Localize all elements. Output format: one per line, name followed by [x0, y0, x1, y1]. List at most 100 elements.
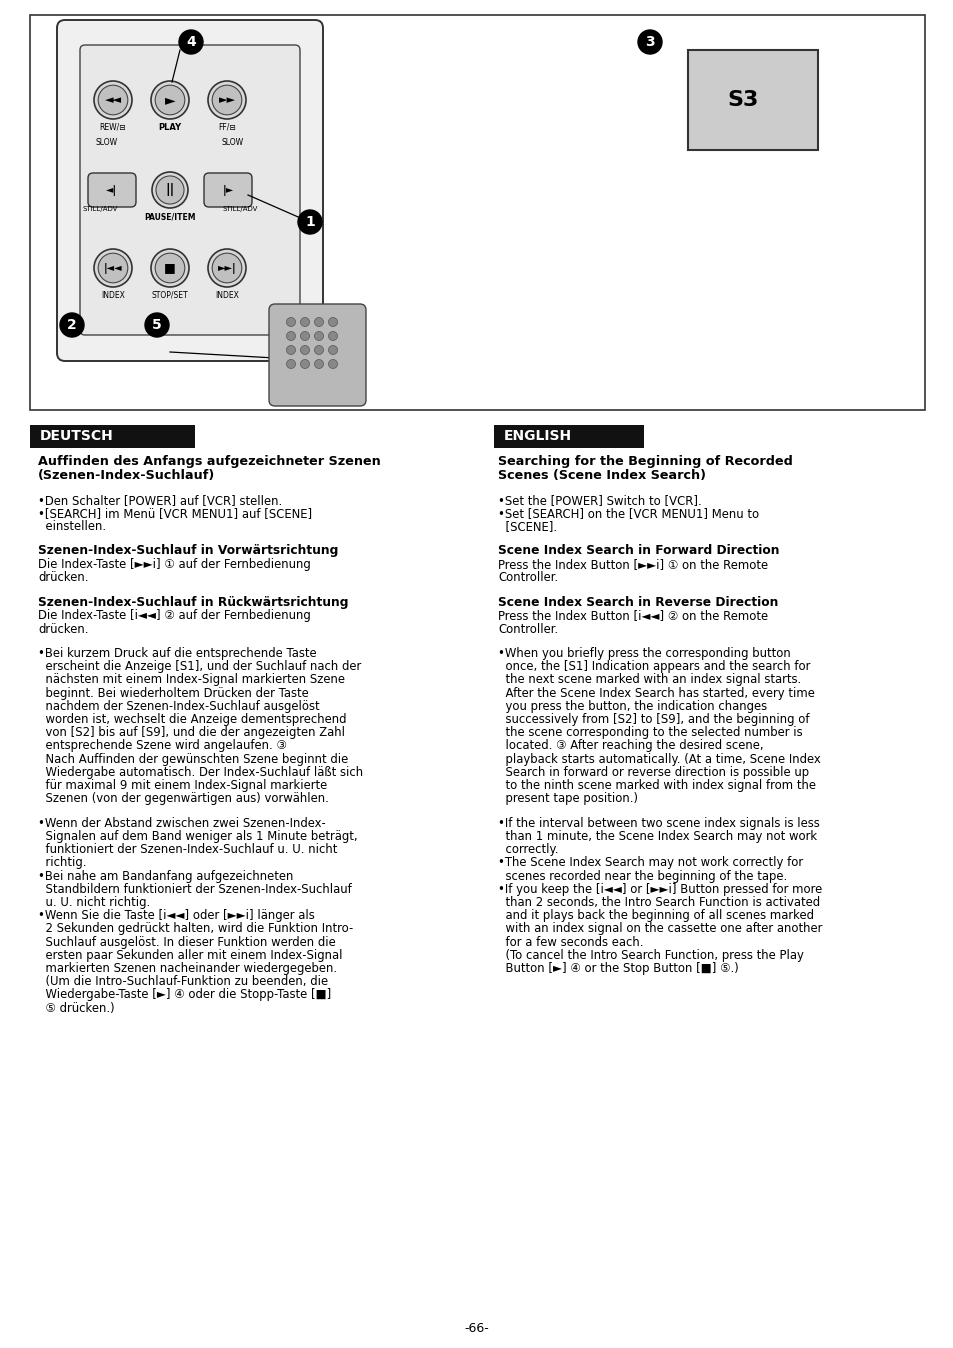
- Circle shape: [60, 313, 84, 337]
- Text: |►: |►: [222, 185, 233, 195]
- Text: 2: 2: [67, 318, 77, 332]
- Text: •Set [SEARCH] on the [VCR MENU1] Menu to: •Set [SEARCH] on the [VCR MENU1] Menu to: [497, 507, 759, 520]
- Text: Controller.: Controller.: [497, 572, 558, 584]
- Circle shape: [94, 81, 132, 119]
- Text: (Um die Intro-Suchlauf-Funktion zu beenden, die: (Um die Intro-Suchlauf-Funktion zu beend…: [38, 975, 328, 988]
- Text: Die Index-Taste [i◄◄] ② auf der Fernbedienung: Die Index-Taste [i◄◄] ② auf der Fernbedi…: [38, 609, 311, 623]
- Text: -66-: -66-: [464, 1322, 489, 1335]
- Text: •When you briefly press the corresponding button: •When you briefly press the correspondin…: [497, 647, 790, 661]
- Circle shape: [145, 313, 169, 337]
- Text: STOP/SET: STOP/SET: [152, 291, 188, 301]
- Text: •Set the [POWER] Switch to [VCR].: •Set the [POWER] Switch to [VCR].: [497, 493, 701, 507]
- Text: 4: 4: [186, 35, 195, 49]
- Text: Scenes (Scene Index Search): Scenes (Scene Index Search): [497, 469, 705, 481]
- Text: funktioniert der Szenen-Index-Suchlauf u. U. nicht: funktioniert der Szenen-Index-Suchlauf u…: [38, 842, 337, 856]
- Text: than 2 seconds, the Intro Search Function is activated: than 2 seconds, the Intro Search Functio…: [497, 896, 820, 909]
- Text: successively from [S2] to [S9], and the beginning of: successively from [S2] to [S9], and the …: [497, 713, 809, 727]
- Circle shape: [155, 253, 185, 283]
- Circle shape: [297, 210, 322, 235]
- Text: ||: ||: [165, 183, 174, 197]
- Text: Suchlauf ausgelöst. In dieser Funktion werden die: Suchlauf ausgelöst. In dieser Funktion w…: [38, 936, 335, 949]
- Text: STILL/ADV: STILL/ADV: [82, 206, 117, 212]
- Text: INDEX: INDEX: [101, 291, 125, 301]
- Circle shape: [208, 249, 246, 287]
- Circle shape: [155, 85, 185, 115]
- Text: Wiedergabe automatisch. Der Index-Suchlauf läßt sich: Wiedergabe automatisch. Der Index-Suchla…: [38, 766, 363, 779]
- Text: ⑤ drücken.): ⑤ drücken.): [38, 1002, 114, 1015]
- Circle shape: [328, 345, 337, 355]
- Text: the scene corresponding to the selected number is: the scene corresponding to the selected …: [497, 727, 801, 739]
- Text: nächsten mit einem Index-Signal markierten Szene: nächsten mit einem Index-Signal markiert…: [38, 674, 345, 686]
- Circle shape: [151, 249, 189, 287]
- Circle shape: [152, 173, 188, 208]
- Text: •Den Schalter [POWER] auf [VCR] stellen.: •Den Schalter [POWER] auf [VCR] stellen.: [38, 493, 282, 507]
- Circle shape: [155, 177, 184, 204]
- Text: SLOW: SLOW: [96, 137, 118, 147]
- Text: Controller.: Controller.: [497, 623, 558, 636]
- Circle shape: [300, 332, 309, 341]
- Text: (Szenen-Index-Suchlauf): (Szenen-Index-Suchlauf): [38, 469, 215, 481]
- Text: Button [►] ④ or the Stop Button [■] ⑤.): Button [►] ④ or the Stop Button [■] ⑤.): [497, 962, 738, 975]
- FancyBboxPatch shape: [57, 20, 323, 361]
- Text: S3: S3: [726, 90, 758, 111]
- Text: |◄◄: |◄◄: [104, 263, 122, 274]
- Text: worden ist, wechselt die Anzeige dementsprechend: worden ist, wechselt die Anzeige dements…: [38, 713, 346, 727]
- Circle shape: [286, 345, 295, 355]
- Circle shape: [328, 360, 337, 368]
- Text: ►►: ►►: [218, 94, 235, 105]
- Text: After the Scene Index Search has started, every time: After the Scene Index Search has started…: [497, 686, 814, 700]
- Circle shape: [300, 318, 309, 326]
- Text: nachdem der Szenen-Index-Suchlauf ausgelöst: nachdem der Szenen-Index-Suchlauf ausgel…: [38, 700, 319, 713]
- Circle shape: [98, 85, 128, 115]
- Circle shape: [151, 81, 189, 119]
- FancyBboxPatch shape: [269, 305, 366, 406]
- Circle shape: [212, 253, 241, 283]
- Text: von [S2] bis auf [S9], und die der angezeigten Zahl: von [S2] bis auf [S9], und die der angez…: [38, 727, 345, 739]
- Text: with an index signal on the cassette one after another: with an index signal on the cassette one…: [497, 922, 821, 936]
- Circle shape: [212, 85, 241, 115]
- FancyBboxPatch shape: [30, 425, 194, 448]
- Text: •Wenn der Abstand zwischen zwei Szenen-Index-: •Wenn der Abstand zwischen zwei Szenen-I…: [38, 817, 325, 830]
- Text: Szenen-Index-Suchlauf in Rückwärtsrichtung: Szenen-Index-Suchlauf in Rückwärtsrichtu…: [38, 596, 348, 609]
- Text: PAUSE/ITEM: PAUSE/ITEM: [144, 212, 195, 221]
- Text: DEUTSCH: DEUTSCH: [40, 430, 113, 443]
- Circle shape: [314, 345, 323, 355]
- Text: •[SEARCH] im Menü [VCR MENU1] auf [SCENE]: •[SEARCH] im Menü [VCR MENU1] auf [SCENE…: [38, 507, 312, 520]
- Text: INDEX: INDEX: [214, 291, 238, 301]
- FancyBboxPatch shape: [88, 173, 136, 208]
- Text: ■: ■: [164, 262, 175, 275]
- Circle shape: [328, 318, 337, 326]
- Text: Szenen-Index-Suchlauf in Vorwärtsrichtung: Szenen-Index-Suchlauf in Vorwärtsrichtun…: [38, 545, 338, 558]
- Text: Press the Index Button [i◄◄] ② on the Remote: Press the Index Button [i◄◄] ② on the Re…: [497, 609, 767, 623]
- Text: once, the [S1] Indication appears and the search for: once, the [S1] Indication appears and th…: [497, 661, 809, 673]
- Circle shape: [179, 30, 203, 54]
- Circle shape: [94, 249, 132, 287]
- Circle shape: [314, 360, 323, 368]
- Text: ►►|: ►►|: [217, 263, 236, 274]
- Text: 5: 5: [152, 318, 162, 332]
- Text: FF/⊟: FF/⊟: [218, 123, 235, 132]
- Text: Nach Auffinden der gewünschten Szene beginnt die: Nach Auffinden der gewünschten Szene beg…: [38, 752, 348, 766]
- Text: drücken.: drücken.: [38, 623, 89, 636]
- Text: Wiedergabe-Taste [►] ④ oder die Stopp-Taste [■]: Wiedergabe-Taste [►] ④ oder die Stopp-Ta…: [38, 988, 331, 1002]
- Text: ◄◄: ◄◄: [105, 94, 121, 105]
- FancyBboxPatch shape: [494, 425, 643, 448]
- Text: Signalen auf dem Band weniger als 1 Minute beträgt,: Signalen auf dem Band weniger als 1 Minu…: [38, 830, 357, 842]
- Text: •Bei nahe am Bandanfang aufgezeichneten: •Bei nahe am Bandanfang aufgezeichneten: [38, 869, 294, 883]
- Text: (To cancel the Intro Search Function, press the Play: (To cancel the Intro Search Function, pr…: [497, 949, 803, 961]
- FancyBboxPatch shape: [687, 50, 817, 150]
- Text: Die Index-Taste [►►i] ① auf der Fernbedienung: Die Index-Taste [►►i] ① auf der Fernbedi…: [38, 558, 311, 572]
- Text: 1: 1: [305, 214, 314, 229]
- Text: für maximal 9 mit einem Index-Signal markierte: für maximal 9 mit einem Index-Signal mar…: [38, 779, 327, 793]
- Text: Szenen (von der gegenwärtigen aus) vorwählen.: Szenen (von der gegenwärtigen aus) vorwä…: [38, 793, 329, 805]
- Text: ersten paar Sekunden aller mit einem Index-Signal: ersten paar Sekunden aller mit einem Ind…: [38, 949, 342, 961]
- Circle shape: [314, 332, 323, 341]
- Text: erscheint die Anzeige [S1], und der Suchlauf nach der: erscheint die Anzeige [S1], und der Such…: [38, 661, 361, 673]
- Text: u. U. nicht richtig.: u. U. nicht richtig.: [38, 896, 150, 909]
- Circle shape: [328, 332, 337, 341]
- Circle shape: [286, 332, 295, 341]
- Text: richtig.: richtig.: [38, 856, 87, 869]
- Text: •Bei kurzem Druck auf die entsprechende Taste: •Bei kurzem Druck auf die entsprechende …: [38, 647, 316, 661]
- Text: beginnt. Bei wiederholtem Drücken der Taste: beginnt. Bei wiederholtem Drücken der Ta…: [38, 686, 309, 700]
- Text: [SCENE].: [SCENE].: [497, 520, 557, 532]
